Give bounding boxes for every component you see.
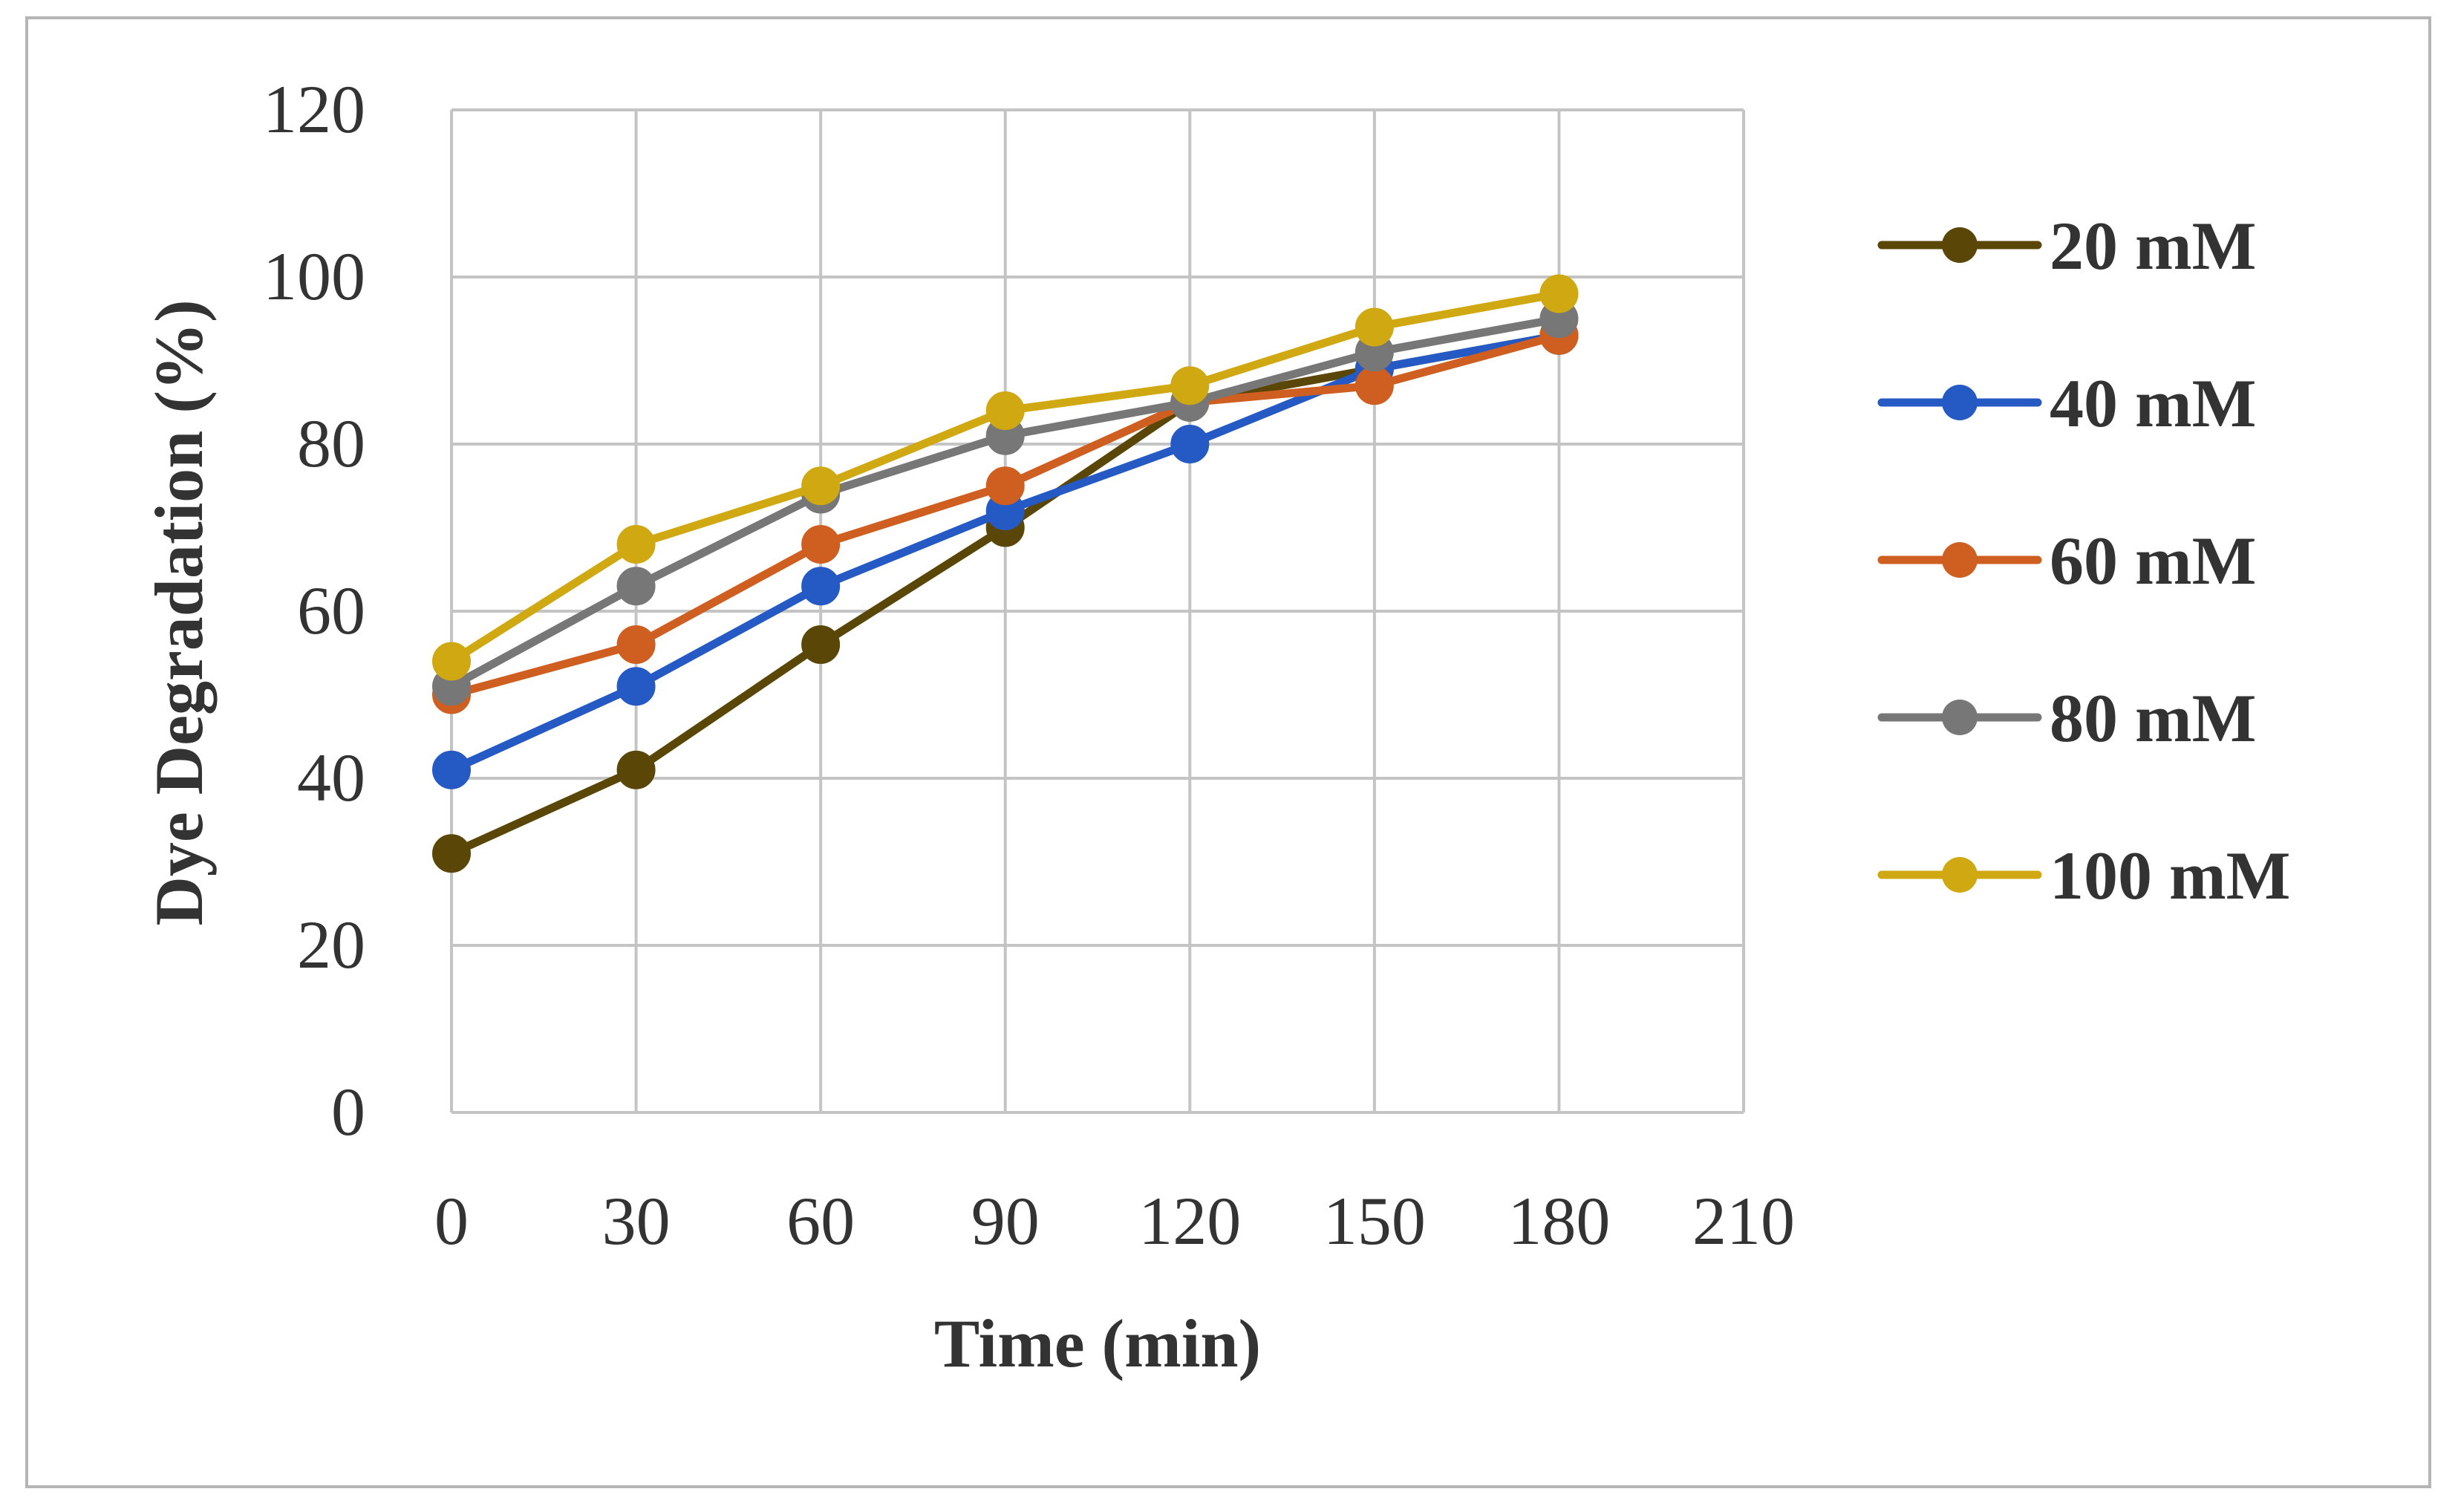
data-point [432, 834, 471, 873]
y-axis-title: Dye Degradation (%) [141, 299, 217, 925]
data-point [616, 667, 656, 706]
x-tick-label: 120 [1138, 1183, 1241, 1259]
legend: 20 mM 40 mM 60 mM 80 mM 100 mM [1877, 208, 2290, 913]
x-tick-label: 210 [1692, 1183, 1795, 1259]
y-tick-label: 60 [297, 573, 365, 648]
legend-label: 40 mM [2050, 365, 2256, 441]
data-point [1170, 366, 1210, 405]
data-point [1539, 274, 1579, 313]
x-tick-label: 90 [971, 1183, 1040, 1259]
data-point [432, 750, 471, 789]
legend-marker [1942, 542, 1978, 578]
y-tick-label: 100 [263, 238, 365, 314]
data-point [801, 525, 841, 564]
y-tick-label: 120 [263, 71, 365, 147]
data-point [1170, 425, 1210, 463]
y-tick-label: 0 [331, 1074, 365, 1150]
data-point [616, 567, 656, 606]
data-point [1354, 307, 1394, 347]
legend-marker [1942, 227, 1978, 263]
data-point [616, 525, 656, 564]
legend-label: 100 mM [2050, 838, 2290, 913]
y-tick-label: 40 [297, 740, 365, 815]
data-point [801, 625, 841, 664]
data-point [1354, 366, 1394, 405]
data-point [616, 750, 656, 789]
x-tick-label: 150 [1323, 1183, 1426, 1259]
data-point [801, 567, 841, 606]
legend-label: 60 mM [2050, 523, 2256, 599]
data-point [616, 625, 656, 664]
x-tick-label: 180 [1507, 1183, 1610, 1259]
legend-marker [1942, 857, 1978, 893]
x-axis-title: Time (min) [934, 1306, 1261, 1381]
data-point [985, 466, 1025, 506]
legend-label: 80 mM [2050, 680, 2256, 756]
data-point [801, 466, 841, 506]
data-series [432, 274, 1579, 873]
data-point [985, 391, 1025, 430]
data-point [432, 642, 471, 681]
y-tick-label: 80 [297, 405, 365, 481]
x-tick-label: 60 [786, 1183, 855, 1259]
legend-marker [1942, 700, 1978, 735]
x-tick-label: 30 [602, 1183, 671, 1259]
x-tick-label: 0 [434, 1183, 469, 1259]
chart-frame [25, 16, 2431, 1488]
legend-label: 20 mM [2050, 208, 2256, 284]
axes: 0 20 40 60 80 100 120 0 30 60 90 120 150 180 210 Time (… [141, 71, 1795, 1381]
grid-lines [450, 108, 1745, 1114]
y-tick-label: 20 [297, 907, 365, 983]
legend-marker [1942, 385, 1978, 420]
